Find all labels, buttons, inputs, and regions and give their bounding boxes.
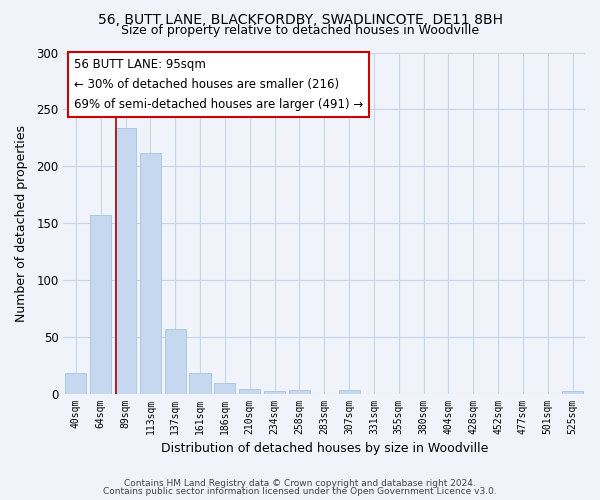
X-axis label: Distribution of detached houses by size in Woodville: Distribution of detached houses by size …: [161, 442, 488, 455]
Bar: [140, 152, 161, 394]
Text: Contains public sector information licensed under the Open Government Licence v3: Contains public sector information licen…: [103, 487, 497, 496]
Bar: [562, 392, 583, 394]
Bar: [90, 215, 111, 394]
Text: 56 BUTT LANE: 95sqm
← 30% of detached houses are smaller (216)
69% of semi-detac: 56 BUTT LANE: 95sqm ← 30% of detached ho…: [74, 58, 363, 110]
Bar: [264, 392, 285, 394]
Y-axis label: Number of detached properties: Number of detached properties: [15, 124, 28, 322]
Bar: [115, 128, 136, 394]
Text: Size of property relative to detached houses in Woodville: Size of property relative to detached ho…: [121, 24, 479, 37]
Text: Contains HM Land Registry data © Crown copyright and database right 2024.: Contains HM Land Registry data © Crown c…: [124, 478, 476, 488]
Bar: [214, 384, 235, 394]
Bar: [190, 373, 211, 394]
Bar: [65, 373, 86, 394]
Bar: [289, 390, 310, 394]
Bar: [164, 329, 186, 394]
Bar: [239, 389, 260, 394]
Bar: [338, 390, 359, 394]
Text: 56, BUTT LANE, BLACKFORDBY, SWADLINCOTE, DE11 8BH: 56, BUTT LANE, BLACKFORDBY, SWADLINCOTE,…: [97, 12, 503, 26]
